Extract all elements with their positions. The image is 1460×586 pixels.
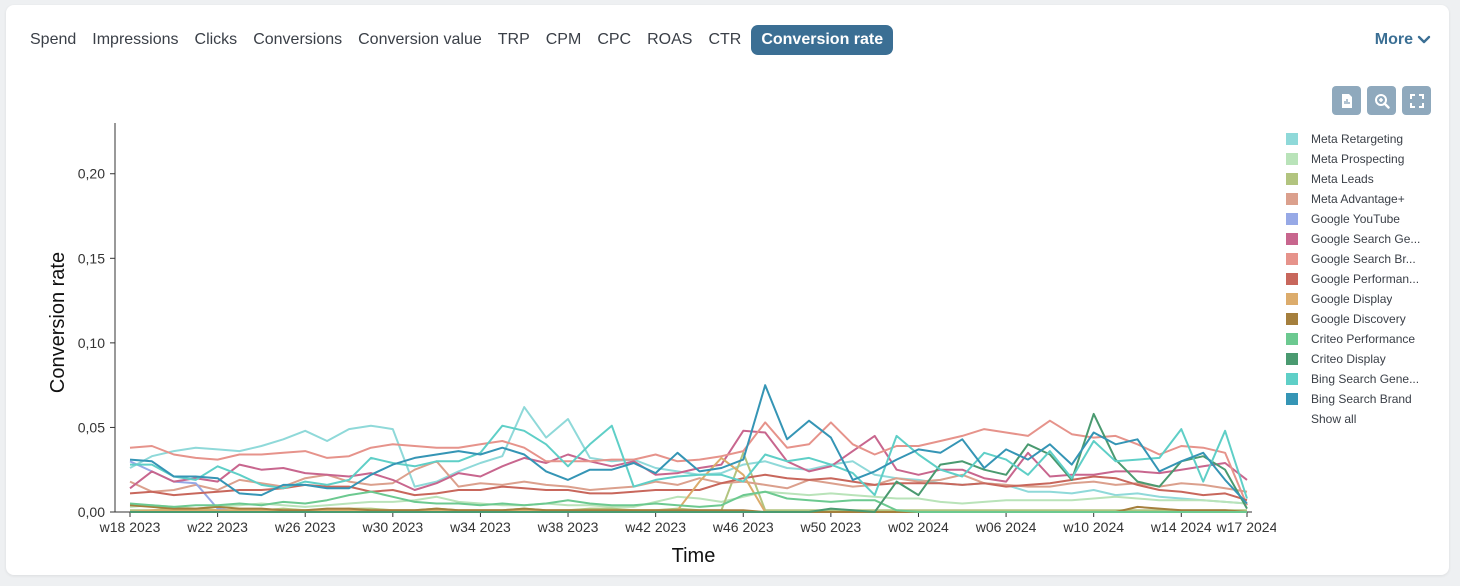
- legend-swatch: [1286, 333, 1298, 345]
- legend-swatch: [1286, 213, 1298, 225]
- legend-item[interactable]: Meta Prospecting: [1286, 149, 1446, 169]
- x-tick-label: w02 2024: [887, 519, 949, 535]
- fullscreen-icon: [1409, 93, 1424, 108]
- legend-item[interactable]: Google Performan...: [1286, 269, 1446, 289]
- legend-label: Google Search Ge...: [1311, 232, 1421, 246]
- legend-swatch: [1286, 133, 1298, 145]
- tab-cpm[interactable]: CPM: [545, 31, 582, 48]
- legend-swatch: [1286, 373, 1298, 385]
- legend-swatch: [1286, 393, 1298, 405]
- legend-item[interactable]: Google Search Ge...: [1286, 229, 1446, 249]
- legend-item[interactable]: Meta Leads: [1286, 169, 1446, 189]
- legend-item[interactable]: Criteo Display: [1286, 349, 1446, 369]
- x-tick-label: w34 2023: [449, 519, 511, 535]
- legend-label: Meta Prospecting: [1311, 152, 1405, 166]
- legend-swatch: [1286, 173, 1298, 185]
- legend-label: Criteo Performance: [1311, 332, 1416, 346]
- legend-swatch: [1286, 153, 1298, 165]
- chart-toolbar: [1332, 86, 1431, 115]
- chart-card: Spend Impressions Clicks Conversions Convers…: [6, 5, 1449, 575]
- series-line: [129, 419, 1248, 506]
- legend-label: Google YouTube: [1311, 212, 1400, 226]
- x-tick-label: w42 2023: [624, 519, 686, 535]
- chevron-down-icon: [1417, 35, 1431, 44]
- legend-swatch: [1286, 273, 1298, 285]
- legend-label: Google Search Br...: [1311, 252, 1416, 266]
- legend-item[interactable]: Google Search Br...: [1286, 249, 1446, 269]
- x-tick-label: w18 2023: [99, 519, 161, 535]
- series-line: [129, 460, 1248, 493]
- legend-label: Google Performan...: [1311, 272, 1420, 286]
- tab-trp[interactable]: TRP: [497, 31, 530, 48]
- y-tick-label: 0,10: [78, 335, 105, 351]
- x-tick-label: w30 2023: [361, 519, 423, 535]
- x-tick-label: w38 2023: [537, 519, 599, 535]
- x-tick-label: w50 2023: [800, 519, 862, 535]
- series-line: [129, 406, 1248, 505]
- tab-cpc[interactable]: CPC: [597, 31, 632, 48]
- y-tick-label: 0,15: [78, 250, 105, 266]
- legend-item[interactable]: Criteo Performance: [1286, 329, 1446, 349]
- legend-swatch: [1286, 293, 1298, 305]
- chart-legend: Meta Retargeting Meta Prospecting Meta Lea…: [1286, 129, 1446, 429]
- series-line: [129, 490, 1247, 513]
- legend-label: Meta Leads: [1311, 172, 1374, 186]
- x-tick-label: w06 2024: [975, 519, 1037, 535]
- x-tick-label: w10 2024: [1062, 519, 1124, 535]
- legend-swatch: [1286, 193, 1298, 205]
- legend-label: Bing Search Gene...: [1311, 372, 1420, 386]
- tab-conversion-value[interactable]: Conversion value: [358, 31, 482, 48]
- legend-label: Meta Advantage+: [1311, 192, 1405, 206]
- legend-label: Bing Search Brand: [1311, 392, 1412, 406]
- y-tick-label: 0,00: [78, 504, 105, 520]
- tab-ctr[interactable]: CTR: [708, 31, 742, 48]
- legend-item[interactable]: Google Display: [1286, 289, 1446, 309]
- series-line: [130, 424, 1248, 499]
- tab-conversions[interactable]: Conversions: [253, 31, 343, 48]
- y-tick-label: 0,20: [78, 166, 105, 182]
- tab-impressions[interactable]: Impressions: [92, 31, 179, 48]
- y-axis-title: Conversion rate: [47, 252, 69, 393]
- show-all-link[interactable]: Show all: [1311, 412, 1357, 426]
- legend-swatch: [1286, 313, 1298, 325]
- legend-item[interactable]: Bing Search Gene...: [1286, 369, 1446, 389]
- x-tick-label: w22 2023: [186, 519, 248, 535]
- x-tick-label: w14 2024: [1150, 519, 1212, 535]
- legend-swatch: [1286, 353, 1298, 365]
- x-axis-title: Time: [672, 545, 716, 567]
- line-chart: 0,00 0,05 0,10 0,15 0,20 w18 2023 w22 2023 w26 …: [47, 123, 1276, 567]
- legend-item[interactable]: Google YouTube: [1286, 209, 1446, 229]
- legend-item[interactable]: Meta Advantage+: [1286, 189, 1446, 209]
- zoom-button[interactable]: [1367, 86, 1396, 115]
- export-icon: [1341, 93, 1352, 108]
- tab-conversion-rate[interactable]: Conversion rate: [751, 25, 894, 55]
- metric-tabs: Spend Impressions Clicks Conversions Convers…: [22, 25, 894, 55]
- fullscreen-button[interactable]: [1402, 86, 1431, 115]
- legend-item[interactable]: Google Discovery: [1286, 309, 1446, 329]
- tab-clicks[interactable]: Clicks: [194, 31, 238, 48]
- series-line: [129, 429, 1248, 491]
- legend-label: Google Discovery: [1311, 312, 1406, 326]
- legend-label: Google Display: [1311, 292, 1393, 306]
- x-tick-label: w26 2023: [274, 519, 336, 535]
- series-line: [129, 490, 1248, 510]
- legend-label: Criteo Display: [1311, 352, 1386, 366]
- series-line: [130, 412, 1248, 513]
- y-tick-label: 0,05: [78, 419, 105, 435]
- more-button[interactable]: More: [1375, 31, 1431, 49]
- zoom-icon: [1374, 93, 1390, 109]
- export-button[interactable]: [1332, 86, 1361, 115]
- legend-swatch: [1286, 253, 1298, 265]
- tab-roas[interactable]: ROAS: [647, 31, 693, 48]
- legend-item[interactable]: Bing Search Brand: [1286, 389, 1446, 409]
- legend-label: Meta Retargeting: [1311, 132, 1404, 146]
- x-tick-label: w46 2023: [712, 519, 774, 535]
- tab-spend[interactable]: Spend: [30, 31, 77, 48]
- legend-item[interactable]: Meta Retargeting: [1286, 129, 1446, 149]
- more-label: More: [1374, 31, 1413, 48]
- x-tick-label: w17 2024: [1216, 519, 1276, 535]
- series-line: [129, 384, 1248, 505]
- legend-swatch: [1286, 233, 1298, 245]
